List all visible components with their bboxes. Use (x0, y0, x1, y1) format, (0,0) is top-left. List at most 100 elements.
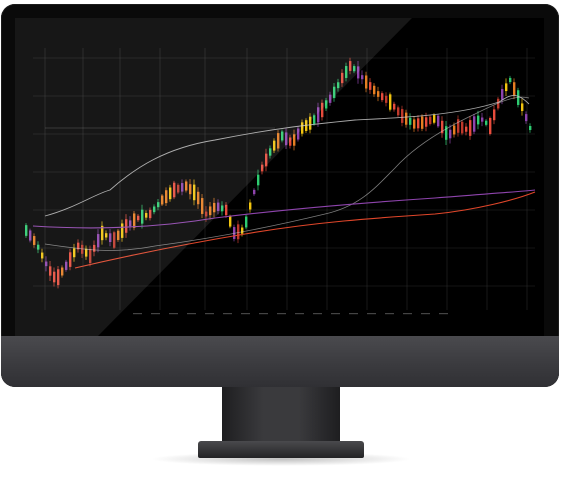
candle-body (249, 202, 252, 210)
candle-body (525, 114, 528, 122)
candle-body (49, 266, 52, 276)
candle-body (149, 209, 152, 219)
candle-body (57, 269, 60, 286)
candle-body (209, 206, 212, 216)
axis-tick-label (439, 313, 448, 315)
candle-body (97, 234, 100, 248)
candle-body (89, 248, 92, 264)
candle-body (365, 75, 368, 89)
candle-body (321, 102, 324, 118)
axis-tick-label (403, 313, 412, 315)
candle-body (245, 216, 248, 228)
candle-body (357, 66, 360, 79)
candle-body (401, 109, 404, 123)
candle-body (333, 86, 336, 99)
candle-body (273, 140, 276, 151)
candle-body (173, 182, 176, 198)
candle-body (113, 232, 116, 248)
candle-body (109, 233, 112, 243)
candle-body (177, 184, 180, 193)
candle-body (497, 98, 500, 109)
candle-body (217, 202, 220, 212)
axis-tick-label (223, 313, 232, 315)
candle-body (157, 202, 160, 208)
axis-tick-label (367, 313, 376, 315)
candle-body (241, 227, 244, 234)
axis-tick-label (133, 313, 142, 315)
candle-body (281, 131, 284, 141)
candle-body (465, 126, 468, 132)
candle-body (441, 120, 444, 134)
candle-body (125, 219, 128, 233)
candle-body (345, 66, 348, 78)
candle-body (101, 225, 104, 241)
candle-body (277, 133, 280, 149)
candle-body (137, 215, 140, 221)
candle-body (301, 122, 304, 134)
candle-body (169, 187, 172, 200)
axis-tick-label (313, 313, 322, 315)
candle-body (417, 118, 420, 129)
candle-body (477, 115, 480, 125)
candle-body (409, 117, 412, 125)
candle-body (505, 83, 508, 92)
moving-average-slow (32, 189, 536, 229)
candle-body (221, 205, 224, 212)
candle-body (425, 117, 428, 127)
candle-body (513, 82, 516, 96)
candle-body (237, 224, 240, 240)
candle-body (129, 220, 132, 227)
upper-band-line (44, 95, 530, 217)
axis-tick-label (241, 313, 250, 315)
candle-body (29, 230, 32, 241)
axis-tick-label (421, 313, 430, 315)
candle-body (197, 191, 200, 205)
candle-body (133, 213, 136, 228)
candle-body (185, 181, 188, 191)
candle-body (145, 213, 148, 218)
candle-body (69, 252, 72, 267)
candle-body (289, 137, 292, 146)
axis-tick-label (187, 313, 196, 315)
candle-body (201, 198, 204, 214)
candle-body (213, 202, 216, 213)
candle-body (81, 244, 84, 254)
candle-body (509, 77, 512, 83)
candle-body (93, 244, 96, 252)
candle-body (65, 261, 68, 270)
candle-body (349, 61, 352, 71)
candle-body (397, 107, 400, 116)
candle-body (309, 116, 312, 130)
axis-tick-label (331, 313, 340, 315)
candle-body (521, 103, 524, 111)
axis-tick-label (349, 313, 358, 315)
candle-body (25, 225, 28, 236)
candle-body (445, 126, 448, 140)
axis-tick-label (205, 313, 214, 315)
candle-body (53, 271, 56, 283)
candle-body (85, 248, 88, 257)
candle-body (353, 66, 356, 72)
axis-tick-label (277, 313, 286, 315)
candle-body (193, 184, 196, 201)
candle-body (493, 109, 496, 121)
candle-body (385, 95, 388, 103)
candle-body (369, 82, 372, 90)
candle-body (257, 174, 260, 186)
moving-average-fast (74, 191, 536, 269)
candle-body (261, 164, 264, 172)
candle-body (325, 100, 328, 109)
candle-body (405, 112, 408, 125)
candle-body (313, 115, 316, 124)
candle-body (361, 75, 364, 80)
candle-body (501, 89, 504, 100)
candle-body (77, 242, 80, 250)
candle-body (225, 204, 228, 216)
candle-body (429, 116, 432, 125)
candle-body (45, 261, 48, 267)
candle-body (485, 120, 488, 125)
candle-body (189, 184, 192, 195)
candle-body (413, 119, 416, 129)
candle-body (453, 125, 456, 135)
